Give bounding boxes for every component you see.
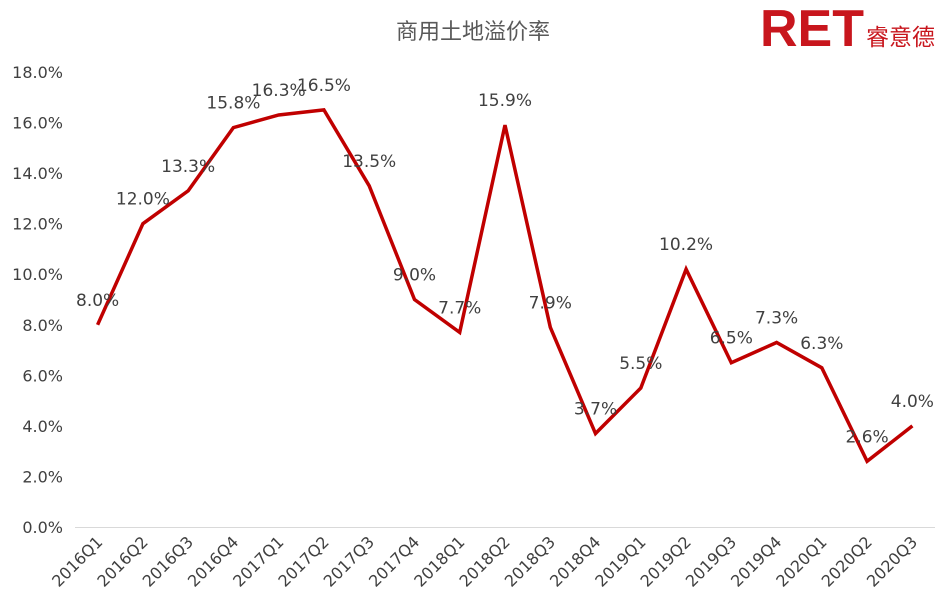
data-label: 7.9% (529, 293, 572, 313)
data-label: 6.5% (710, 329, 753, 349)
y-axis: 0.0% 2.0% 4.0% 6.0% 8.0% 10.0% 12.0% 14.0% 16.0%… (12, 63, 63, 537)
data-label: 10.2% (659, 235, 713, 255)
data-label: 9.0% (393, 266, 436, 286)
y-tick-label: 6.0% (22, 366, 63, 385)
data-label: 15.9% (478, 91, 532, 111)
data-label: 5.5% (619, 354, 662, 374)
data-label: 2.6% (846, 427, 889, 447)
y-tick-label: 12.0% (12, 215, 63, 234)
data-label: 8.0% (76, 291, 119, 311)
y-tick-label: 8.0% (22, 316, 63, 335)
data-labels: 8.0%12.0%13.3%15.8%16.3%16.5%13.5%9.0%7.… (76, 76, 934, 447)
data-label: 4.0% (891, 392, 934, 412)
data-label: 6.3% (800, 334, 843, 354)
data-label: 13.3% (161, 157, 215, 177)
y-tick-label: 14.0% (12, 164, 63, 183)
x-tick-label: 2020Q3 (863, 532, 921, 590)
brand-logo: RET 睿意德 (760, 0, 935, 58)
brand-name: 睿意德 (866, 25, 935, 51)
data-label: 16.5% (297, 76, 351, 96)
y-tick-label: 18.0% (12, 63, 63, 82)
data-label: 7.7% (438, 298, 481, 318)
y-tick-label: 4.0% (22, 417, 63, 436)
x-axis: 2016Q12016Q22016Q32016Q42017Q12017Q22017… (48, 532, 921, 590)
series-line (96, 108, 914, 465)
brand-mark: RET (760, 0, 864, 58)
data-label: 13.5% (342, 152, 396, 172)
data-label: 3.7% (574, 399, 617, 419)
data-label: 12.0% (116, 190, 170, 210)
data-label: 16.3% (252, 81, 306, 101)
chart-title: 商用土地溢价率 (396, 20, 550, 45)
y-tick-label: 0.0% (22, 518, 63, 537)
y-tick-label: 10.0% (12, 265, 63, 284)
data-label: 7.3% (755, 308, 798, 328)
y-tick-label: 2.0% (22, 467, 63, 486)
y-tick-label: 16.0% (12, 114, 63, 133)
data-label: 15.8% (206, 94, 260, 114)
